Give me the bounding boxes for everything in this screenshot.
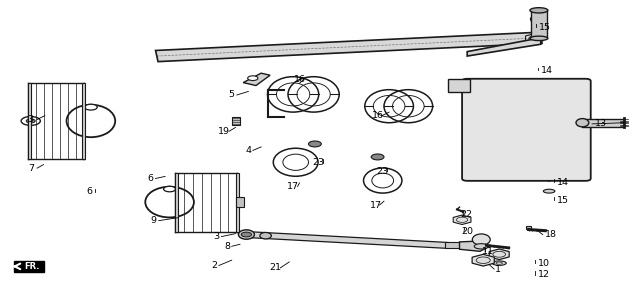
Text: 20: 20 bbox=[461, 227, 473, 236]
Text: 23: 23 bbox=[377, 167, 388, 176]
Polygon shape bbox=[453, 215, 471, 224]
Text: 17: 17 bbox=[287, 182, 299, 191]
Text: 6: 6 bbox=[147, 174, 154, 183]
Bar bbox=[445, 242, 461, 248]
Ellipse shape bbox=[472, 234, 490, 245]
Bar bbox=[175, 173, 179, 232]
Ellipse shape bbox=[530, 36, 548, 41]
Bar bbox=[526, 226, 531, 229]
Ellipse shape bbox=[238, 230, 255, 239]
Text: FR.: FR. bbox=[24, 262, 40, 271]
Bar bbox=[448, 79, 470, 92]
Polygon shape bbox=[489, 249, 509, 260]
Polygon shape bbox=[156, 32, 542, 62]
Ellipse shape bbox=[260, 232, 271, 239]
Text: 17: 17 bbox=[370, 201, 381, 209]
Polygon shape bbox=[541, 173, 557, 181]
Bar bbox=[232, 117, 240, 125]
Text: 14: 14 bbox=[541, 66, 553, 75]
Text: 21: 21 bbox=[269, 263, 281, 272]
Circle shape bbox=[308, 141, 321, 147]
Text: 19: 19 bbox=[218, 127, 230, 136]
Text: 10: 10 bbox=[538, 259, 550, 268]
Bar bbox=[531, 10, 547, 38]
Ellipse shape bbox=[531, 16, 542, 23]
Polygon shape bbox=[460, 241, 488, 251]
Text: 14: 14 bbox=[557, 178, 569, 187]
Circle shape bbox=[371, 154, 384, 160]
Circle shape bbox=[21, 117, 40, 125]
Polygon shape bbox=[14, 261, 44, 272]
Text: 16: 16 bbox=[372, 111, 383, 120]
Polygon shape bbox=[472, 254, 494, 266]
Text: 16: 16 bbox=[294, 75, 305, 83]
Polygon shape bbox=[243, 73, 270, 86]
Bar bbox=[236, 173, 239, 232]
Text: 15: 15 bbox=[557, 196, 569, 204]
Text: 13: 13 bbox=[595, 119, 607, 128]
Ellipse shape bbox=[530, 8, 548, 13]
Text: 7: 7 bbox=[28, 164, 34, 173]
FancyBboxPatch shape bbox=[462, 79, 591, 181]
Ellipse shape bbox=[576, 119, 589, 127]
Text: 15: 15 bbox=[539, 23, 551, 32]
Text: 3: 3 bbox=[28, 115, 34, 124]
Bar bbox=[82, 83, 86, 159]
Ellipse shape bbox=[496, 262, 502, 264]
Ellipse shape bbox=[543, 189, 555, 193]
Text: 2: 2 bbox=[211, 261, 218, 270]
Circle shape bbox=[248, 76, 258, 81]
Polygon shape bbox=[246, 232, 449, 248]
Text: 23: 23 bbox=[313, 158, 324, 167]
Polygon shape bbox=[525, 34, 543, 43]
Text: 12: 12 bbox=[538, 271, 550, 279]
Text: 5: 5 bbox=[228, 91, 235, 99]
Circle shape bbox=[164, 186, 175, 192]
Bar bbox=[582, 119, 624, 127]
Circle shape bbox=[241, 232, 252, 237]
Text: 18: 18 bbox=[545, 230, 557, 239]
Polygon shape bbox=[467, 38, 541, 56]
Circle shape bbox=[26, 119, 35, 123]
Text: 9: 9 bbox=[150, 216, 157, 225]
Bar bbox=[28, 83, 31, 159]
Ellipse shape bbox=[474, 244, 488, 249]
Circle shape bbox=[84, 104, 97, 110]
Text: 8: 8 bbox=[224, 242, 230, 251]
Bar bbox=[236, 197, 244, 207]
Text: 22: 22 bbox=[460, 210, 472, 219]
Text: 1: 1 bbox=[495, 265, 501, 273]
Ellipse shape bbox=[492, 261, 506, 266]
Text: 3: 3 bbox=[213, 232, 220, 241]
Text: 4: 4 bbox=[245, 146, 252, 155]
Text: 11: 11 bbox=[482, 247, 493, 256]
Text: 6: 6 bbox=[86, 187, 93, 196]
